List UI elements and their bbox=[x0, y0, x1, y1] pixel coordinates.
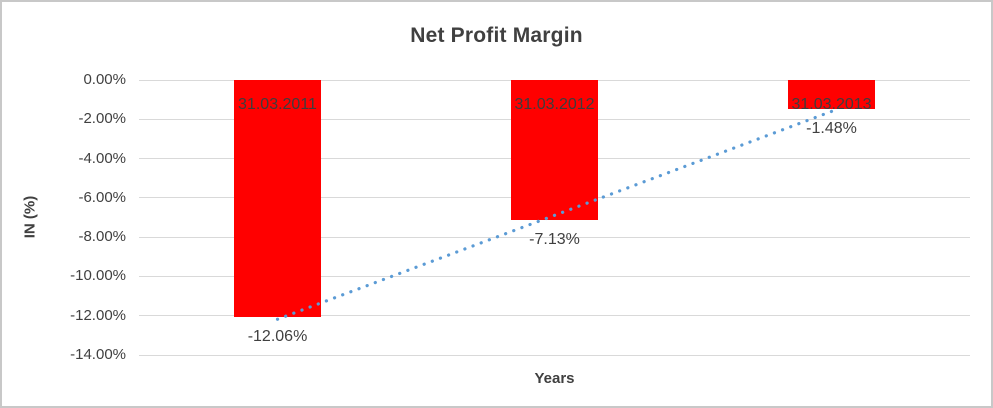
bar bbox=[234, 80, 321, 317]
y-tick-label: -8.00% bbox=[78, 228, 126, 246]
x-axis-title: Years bbox=[534, 370, 575, 387]
y-tick-label: -2.00% bbox=[78, 110, 126, 128]
value-label: -1.48% bbox=[806, 120, 857, 138]
y-tick-label: -10.00% bbox=[70, 267, 126, 285]
y-tick-label: -14.00% bbox=[70, 346, 126, 363]
bar bbox=[788, 80, 875, 110]
value-label: -7.13% bbox=[529, 231, 580, 249]
category-label: 31.03.2013 bbox=[791, 96, 872, 113]
y-tick-label: 0.00% bbox=[83, 71, 126, 88]
gridline bbox=[139, 354, 970, 356]
category-label: 31.03.2011 bbox=[238, 96, 317, 113]
y-tick-label: -4.00% bbox=[78, 149, 126, 167]
y-tick-label: -12.00% bbox=[70, 306, 126, 324]
chart-title: Net Profit Margin bbox=[410, 24, 583, 47]
y-tick-label: -6.00% bbox=[78, 188, 126, 206]
category-label: 31.03.2012 bbox=[514, 96, 595, 113]
value-label: -12.06% bbox=[247, 327, 308, 345]
